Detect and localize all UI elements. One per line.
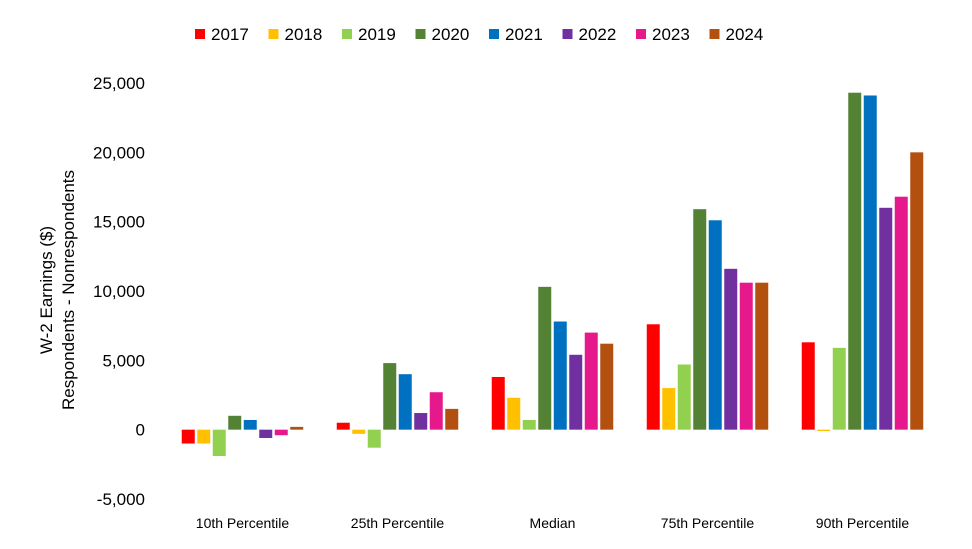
bar-2022 [259, 429, 273, 438]
legend-swatch-2020 [415, 29, 426, 39]
y-tick-label: 5,000 [102, 351, 145, 370]
legend: 2017 2018 2019 2020 2021 2022 2023 2024 [195, 25, 763, 44]
legend-swatch-2019 [342, 29, 352, 39]
bar-2017 [801, 342, 815, 430]
y-tick-label: -5,000 [97, 490, 145, 509]
bar-2022 [414, 413, 428, 430]
legend-swatch-2022 [562, 29, 573, 39]
bar-2020 [383, 363, 397, 430]
x-category-label: 90th Percentile [816, 515, 910, 531]
bar-2021 [398, 374, 412, 430]
legend-swatch-2024 [709, 29, 720, 39]
bar-2022 [879, 207, 893, 430]
legend-swatch-2023 [636, 29, 646, 39]
y-tick-label: 25,000 [93, 74, 145, 93]
bar-2024 [755, 282, 769, 430]
y-tick-label: 15,000 [93, 213, 145, 232]
bar-2017 [491, 376, 505, 430]
bar-2019 [677, 364, 691, 430]
bar-2022 [569, 354, 583, 430]
x-category-label: 25th Percentile [351, 515, 445, 531]
bar-2023 [429, 392, 443, 430]
y-tick-label: 10,000 [93, 282, 145, 301]
bar-2020 [693, 209, 707, 430]
legend-label-2017: 2017 [211, 25, 249, 44]
y-axis-title-line-2: Respondents - Nonrespondents [59, 170, 78, 410]
bar-2024 [600, 343, 614, 430]
legend-label-2021: 2021 [505, 25, 543, 44]
bar-2023 [584, 332, 598, 430]
bar-2020 [228, 415, 242, 430]
bar-2017 [336, 422, 350, 430]
bar-2017 [181, 429, 195, 444]
bar-2024 [910, 152, 924, 430]
bar-2019 [212, 429, 226, 457]
bar-2018 [507, 397, 521, 430]
bar-2021 [863, 95, 877, 430]
bar-2018 [352, 429, 366, 434]
x-axis: 10th Percentile 25th Percentile Median 75th… [196, 515, 910, 531]
bar-2019 [522, 419, 536, 430]
y-axis: -5,000 0 5,000 10,000 15,000 20,000 25,000 [93, 74, 145, 509]
bar-2023 [894, 196, 908, 430]
x-category-label: Median [530, 515, 576, 531]
bar-2024 [445, 408, 459, 430]
y-axis-title: W-2 Earnings ($) Respondents - Nonrespon… [37, 170, 78, 410]
legend-swatch-2018 [268, 29, 279, 39]
x-category-label: 10th Percentile [196, 515, 290, 531]
legend-label-2019: 2019 [358, 25, 396, 44]
legend-label-2020: 2020 [432, 25, 470, 44]
bar-2024 [290, 426, 304, 430]
legend-swatch-2017 [195, 29, 205, 39]
legend-label-2018: 2018 [285, 25, 323, 44]
bar-2019 [832, 347, 846, 430]
legend-label-2024: 2024 [726, 25, 764, 44]
x-category-label: 75th Percentile [661, 515, 755, 531]
y-tick-label: 20,000 [93, 143, 145, 162]
y-tick-label: 0 [136, 421, 145, 440]
bar-2021 [708, 220, 722, 430]
bar-2021 [243, 419, 257, 430]
bar-2017 [646, 324, 660, 430]
bar-2023 [274, 429, 288, 436]
bar-2019 [367, 429, 381, 448]
bar-2023 [739, 282, 753, 430]
bar-2021 [553, 321, 567, 430]
legend-label-2022: 2022 [579, 25, 617, 44]
bar-2018 [197, 429, 211, 444]
bar-2020 [848, 92, 862, 430]
y-axis-title-line-1: W-2 Earnings ($) [37, 226, 56, 354]
plot-area [181, 92, 924, 457]
bar-2020 [538, 286, 552, 430]
bar-2018 [817, 429, 831, 432]
bar-2018 [662, 388, 676, 430]
legend-swatch-2021 [489, 29, 499, 39]
legend-label-2023: 2023 [652, 25, 690, 44]
bar-2022 [724, 268, 738, 430]
